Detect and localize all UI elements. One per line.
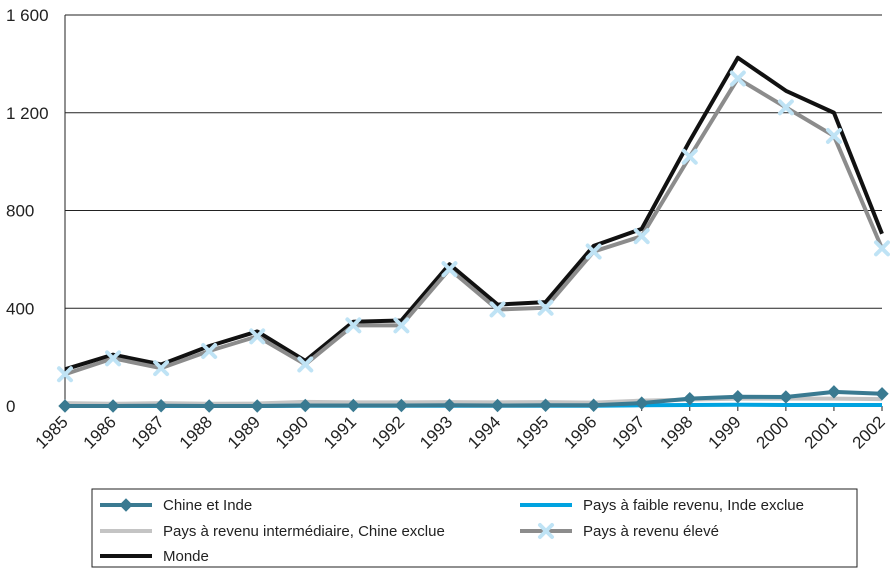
line-monde: [64, 55, 884, 372]
point-chine-et-inde: [394, 398, 409, 413]
point-pays-a-revenu-eleve: [633, 228, 650, 245]
point-pays-a-revenu-eleve: [249, 328, 266, 345]
x-tick-label: 1996: [560, 412, 600, 452]
x-tick-label: 1999: [704, 412, 744, 452]
x-tick-label: 1997: [608, 412, 648, 452]
point-pays-a-revenu-eleve: [153, 360, 170, 377]
x-tick-label: 2001: [801, 412, 841, 452]
point-chine-et-inde: [346, 398, 361, 413]
legend-item-pays-a-revenu-eleve: Pays à revenu élevé: [520, 523, 719, 540]
x-tick-label: 1989: [224, 412, 264, 452]
legend-label: Chine et Inde: [163, 497, 252, 514]
point-chine-et-inde: [119, 498, 133, 512]
point-pays-a-revenu-eleve: [729, 70, 746, 87]
x-tick-label: 2000: [753, 412, 793, 452]
point-pays-a-revenu-eleve: [393, 317, 410, 334]
legend: Chine et Inde Pays à faible revenu, Inde …: [91, 488, 858, 568]
legend-item-pays-a-faible-revenu-inde-exclue: Pays à faible revenu, Inde exclue: [520, 497, 804, 514]
legend-label: Pays à revenu élevé: [583, 523, 719, 540]
point-chine-et-inde: [779, 390, 793, 404]
line-pays-a-revenu-eleve: [64, 76, 884, 377]
y-tick-label: 1 200: [6, 104, 49, 123]
point-chine-et-inde: [442, 398, 457, 412]
point-pays-a-revenu-eleve: [537, 299, 554, 316]
x-tick-label: 1995: [512, 412, 552, 452]
point-chine-et-inde: [683, 391, 697, 406]
x-tick-label: 1998: [656, 412, 696, 452]
x-tick-label: 1992: [368, 412, 408, 452]
series-layer: [57, 55, 890, 413]
point-chine-et-inde: [634, 396, 649, 410]
point-chine-et-inde: [827, 385, 841, 399]
legend-item-chine-et-inde: Chine et Inde: [100, 497, 252, 514]
point-pays-a-revenu-eleve: [441, 261, 458, 278]
legend-item-pays-a-revenu-intermediaire-chine-exclue: Pays à revenu intermédiaire, Chine exclu…: [100, 523, 445, 540]
y-tick-label: 1 600: [6, 6, 49, 25]
legend-label: Monde: [163, 548, 209, 565]
x-tick-label: 1990: [272, 412, 312, 452]
series-monde: [64, 55, 884, 372]
x-tick-label: 1991: [320, 412, 360, 452]
point-chine-et-inde: [58, 399, 72, 413]
point-chine-et-inde: [298, 398, 313, 413]
x-tick-label: 2002: [849, 412, 889, 452]
line-chine-et-inde: [65, 389, 883, 408]
y-tick-label: 800: [6, 202, 34, 221]
legend-label: Pays à revenu intermédiaire, Chine exclu…: [163, 523, 445, 540]
point-chine-et-inde: [538, 398, 553, 412]
x-tick-label: 1988: [176, 412, 216, 452]
point-chine-et-inde: [586, 398, 601, 412]
point-chine-et-inde: [154, 399, 168, 413]
x-tick-label: 1987: [128, 412, 168, 452]
legend-item-monde: Monde: [100, 548, 209, 565]
point-pays-a-revenu-eleve: [681, 148, 698, 165]
point-pays-a-revenu-eleve: [538, 523, 554, 539]
point-pays-a-revenu-eleve: [825, 127, 842, 144]
point-pays-a-revenu-eleve: [105, 350, 122, 367]
point-chine-et-inde: [106, 399, 120, 413]
point-pays-a-revenu-eleve: [201, 343, 218, 360]
x-tick-label: 1986: [80, 412, 120, 452]
point-chine-et-inde: [875, 387, 889, 401]
x-tick-label: 1993: [416, 412, 456, 452]
legend-label: Pays à faible revenu, Inde exclue: [583, 497, 804, 514]
point-pays-a-revenu-eleve: [297, 356, 314, 373]
point-chine-et-inde: [202, 399, 216, 413]
series-chine-et-inde: [58, 385, 889, 413]
y-tick-label: 400: [6, 299, 34, 318]
point-chine-et-inde: [250, 399, 264, 413]
point-chine-et-inde: [490, 398, 505, 413]
series-pays-a-revenu-eleve: [57, 70, 890, 383]
point-pays-a-revenu-eleve: [874, 240, 890, 257]
point-pays-a-revenu-eleve: [489, 301, 506, 318]
y-tick-label: 0: [6, 397, 15, 416]
point-pays-a-revenu-eleve: [57, 366, 73, 383]
point-pays-a-revenu-eleve: [345, 317, 362, 334]
x-tick-label: 1985: [32, 412, 72, 452]
point-chine-et-inde: [731, 390, 745, 404]
legend-box: [91, 488, 858, 568]
x-tick-label: 1994: [464, 412, 504, 452]
point-pays-a-revenu-eleve: [585, 243, 602, 260]
point-pays-a-revenu-eleve: [777, 99, 794, 116]
